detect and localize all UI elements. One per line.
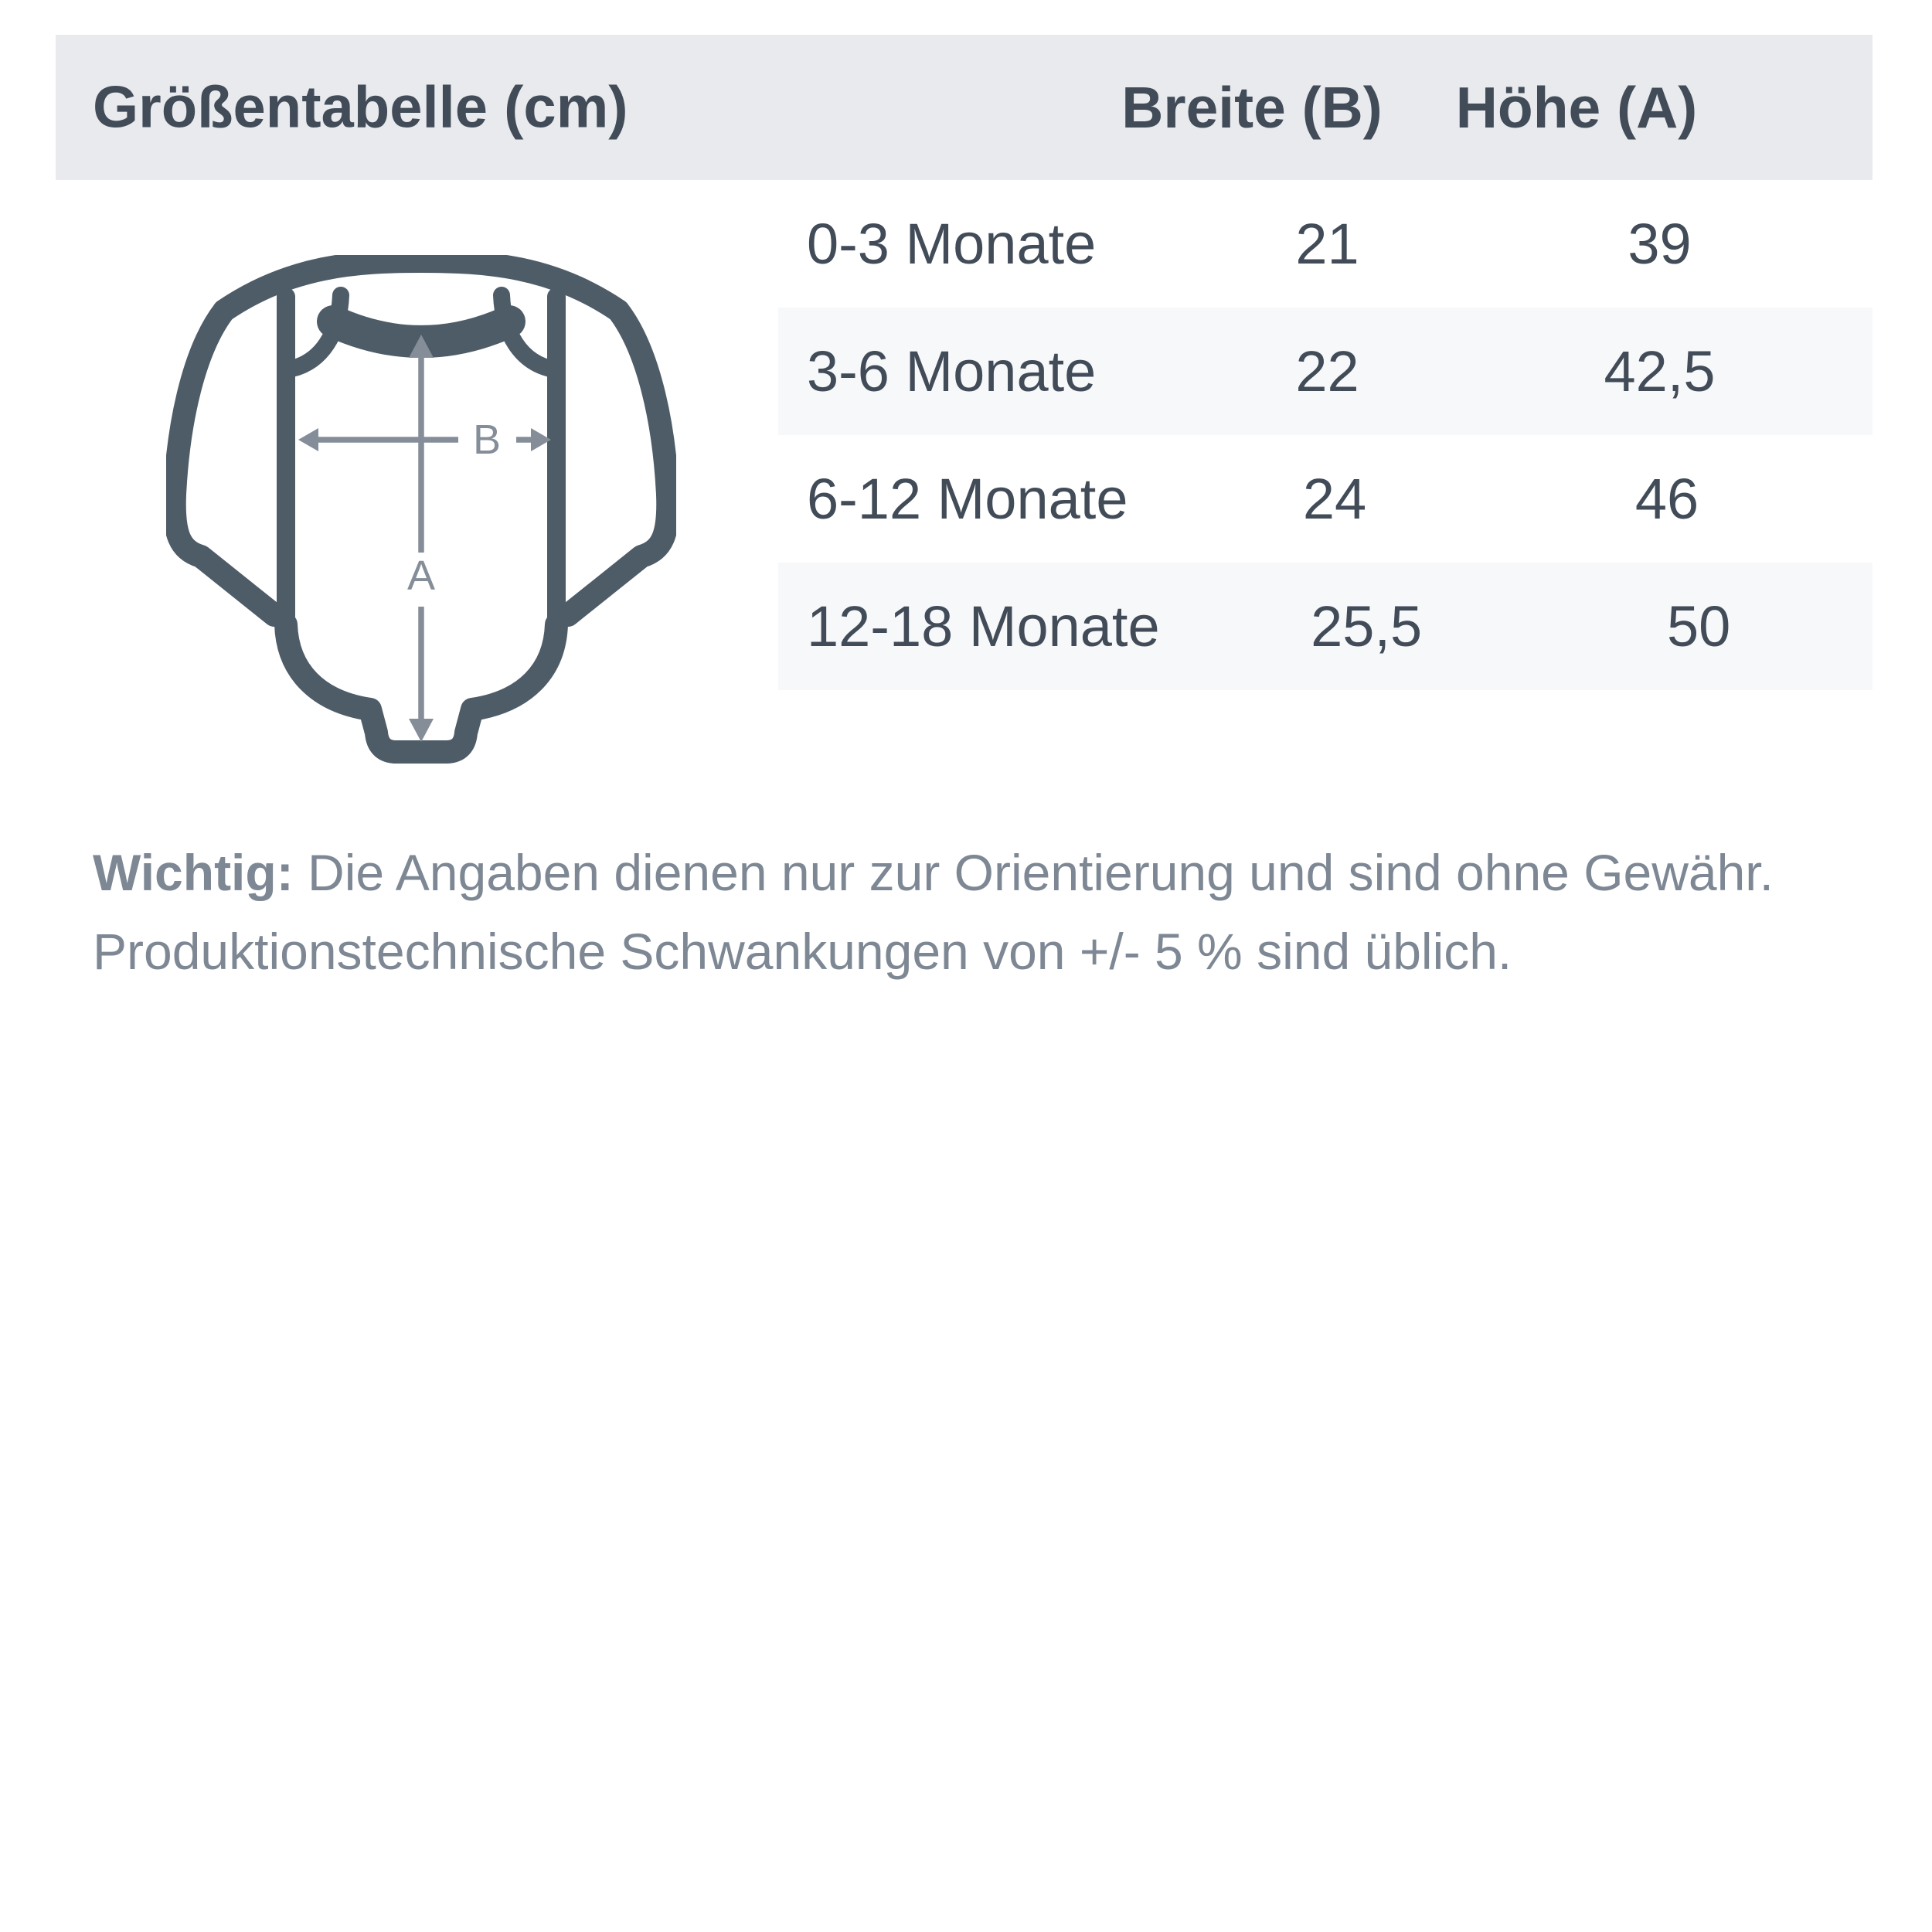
height-arrow-label: A: [407, 553, 435, 599]
sleeve-right: [556, 299, 676, 627]
disclaimer-line1: Die Angaben dienen nur zur Orientierung …: [308, 844, 1774, 901]
disclaimer: Wichtig: Die Angaben dienen nur zur Orie…: [93, 833, 1932, 991]
cell-hoehe-value: 42,5: [1604, 339, 1716, 403]
cell-hoehe-value: 46: [1634, 467, 1699, 531]
shoulder-top-line: [213, 255, 630, 322]
size-table-rows: 0-3 Monate 21 39 3-6 Monate 22 42,5 6-12 Monat…: [778, 180, 1872, 690]
cell-breite-value: 24: [1302, 467, 1367, 531]
legs-and-crotch: [274, 613, 568, 764]
bodysuit-measurement-diagram: B A: [166, 255, 676, 764]
cell-size-label: 3-6 Monate: [807, 339, 1097, 403]
cell-breite-value: 22: [1295, 339, 1359, 403]
sleeve-left: [166, 299, 286, 627]
column-header-breite: Breite (B): [1121, 75, 1383, 140]
cell-size-label: 6-12 Monate: [807, 467, 1128, 531]
table-row: 12-18 Monate 25,5 50: [778, 563, 1872, 690]
disclaimer-line2: Produktionstechnische Schwankungen von +…: [93, 923, 1512, 980]
table-row: 3-6 Monate 22 42,5: [778, 308, 1872, 435]
arrowheads: [298, 335, 551, 742]
armhole-seam-left: [280, 287, 349, 378]
height-arrowhead-up-icon: [409, 335, 434, 358]
width-arrowhead-right-icon: [531, 428, 551, 451]
bodysuit-outline: [166, 255, 676, 764]
width-arrow-label: B: [473, 417, 501, 463]
armhole-seam-right: [493, 287, 563, 378]
cell-size-label: 0-3 Monate: [807, 212, 1097, 276]
width-arrowhead-left-icon: [298, 428, 318, 451]
table-title: Größentabelle (cm): [93, 74, 628, 141]
height-arrowhead-down-icon: [409, 719, 434, 742]
column-header-hoehe: Höhe (A): [1455, 75, 1698, 140]
cell-hoehe-value: 39: [1628, 212, 1692, 276]
cell-breite-value: 21: [1295, 212, 1359, 276]
table-row: 0-3 Monate 21 39: [778, 180, 1872, 308]
table-header: Größentabelle (cm) Breite (B) Höhe (A): [56, 35, 1872, 180]
table-row: 6-12 Monate 24 46: [778, 435, 1872, 563]
cell-breite-value: 25,5: [1311, 594, 1423, 658]
disclaimer-important-label: Wichtig:: [93, 844, 294, 901]
cell-size-label: 12-18 Monate: [807, 594, 1160, 658]
measurement-arrows: [317, 356, 535, 720]
cell-hoehe-value: 50: [1667, 594, 1731, 658]
